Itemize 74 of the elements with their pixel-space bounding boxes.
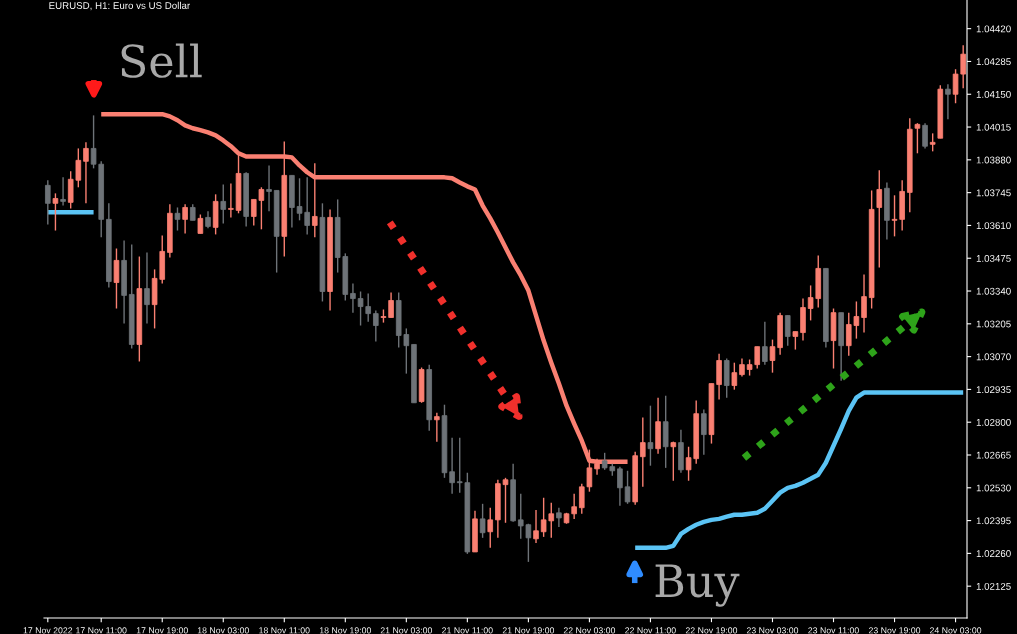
- candlestick: [487, 507, 494, 549]
- candlestick: [876, 169, 883, 269]
- y-tick-label: 1.02800: [976, 418, 1011, 426]
- y-tick-label: 1.03475: [976, 254, 1011, 262]
- y-tick-label: 1.03610: [976, 222, 1011, 230]
- candlestick: [731, 361, 738, 391]
- candlestick: [556, 507, 562, 528]
- candlestick: [52, 192, 59, 232]
- candlestick: [479, 503, 486, 539]
- candlestick: [434, 412, 440, 443]
- y-tick-label: 1.02665: [976, 451, 1011, 459]
- x-tick-label: 23 Nov 03:00: [746, 627, 799, 634]
- candlestick: [769, 338, 776, 374]
- x-tick-label: 17 Nov 19:00: [136, 627, 188, 634]
- y-tick-label: 1.03745: [976, 189, 1011, 197]
- y-tick-label: 1.04420: [976, 25, 1011, 33]
- x-tick-label: 22 Nov 19:00: [685, 627, 738, 634]
- candlestick: [945, 83, 951, 120]
- candlestick: [624, 470, 631, 505]
- candlestick: [449, 437, 455, 495]
- x-tick-label: 17 Nov 11:00: [76, 627, 127, 634]
- x-tick-label: 18 Nov 11:00: [259, 627, 310, 634]
- y-tick-label: 1.02125: [976, 582, 1011, 590]
- candlestick: [388, 291, 394, 319]
- candlestick: [113, 247, 120, 310]
- candlestick: [640, 416, 646, 488]
- candlestick: [197, 213, 204, 235]
- x-tick-label: 18 Nov 03:00: [197, 627, 249, 634]
- chart-title: EURUSD, H1: Euro vs US Dollar: [49, 1, 190, 11]
- candlestick: [701, 408, 707, 456]
- candlestick: [45, 179, 51, 226]
- candlestick: [762, 320, 768, 366]
- candlestick: [228, 182, 234, 219]
- x-tick-label: 21 Nov 19:00: [502, 627, 555, 634]
- y-tick-label: 1.03880: [976, 156, 1011, 164]
- x-tick-label: 23 Nov 11:00: [808, 627, 859, 634]
- y-tick-label: 1.02530: [976, 484, 1011, 492]
- candlestick: [350, 282, 356, 314]
- y-tick-label: 1.02935: [976, 386, 1011, 394]
- candlestick: [266, 164, 272, 213]
- candlestick: [373, 309, 379, 343]
- candlestick: [182, 203, 188, 235]
- candlestick: [220, 183, 227, 225]
- candlestick: [60, 176, 66, 207]
- candlestick: [144, 251, 150, 325]
- y-tick-label: 1.02260: [976, 550, 1011, 557]
- candlestick: [83, 141, 89, 205]
- annotation: Buy: [655, 564, 740, 607]
- candlestick: [312, 162, 318, 239]
- y-tick-label: 1.04285: [976, 58, 1011, 66]
- x-tick-label: 21 Nov 11:00: [442, 627, 493, 634]
- candlestick: [914, 122, 921, 154]
- annotation: Sell: [121, 43, 202, 78]
- candlestick: [861, 273, 867, 334]
- x-tick-label: 24 Nov 03:00: [929, 627, 982, 634]
- y-tick-label: 1.04015: [976, 123, 1011, 131]
- candlestick: [533, 509, 539, 544]
- x-tick-label: 21 Nov 03:00: [380, 627, 433, 634]
- y-tick-label: 1.03340: [976, 287, 1011, 295]
- candlestick: [174, 206, 181, 232]
- y-tick-label: 1.02395: [976, 517, 1011, 525]
- x-tick-label: 18 Nov 19:00: [319, 627, 371, 634]
- candlestick: [617, 465, 623, 507]
- x-tick-label: 23 Nov 19:00: [868, 627, 921, 634]
- candlestick: [922, 122, 928, 150]
- y-tick-label: 1.03070: [976, 353, 1011, 361]
- x-tick-label: 22 Nov 11:00: [625, 627, 676, 634]
- x-tick-label: 17 Nov 2022: [23, 627, 73, 634]
- candlestick: [670, 440, 677, 482]
- candlestick: [647, 404, 654, 467]
- y-tick-label: 1.04150: [976, 90, 1011, 98]
- x-tick-label: 22 Nov 03:00: [563, 627, 616, 634]
- candlestick: [784, 314, 791, 347]
- y-tick-label: 1.03205: [976, 320, 1011, 328]
